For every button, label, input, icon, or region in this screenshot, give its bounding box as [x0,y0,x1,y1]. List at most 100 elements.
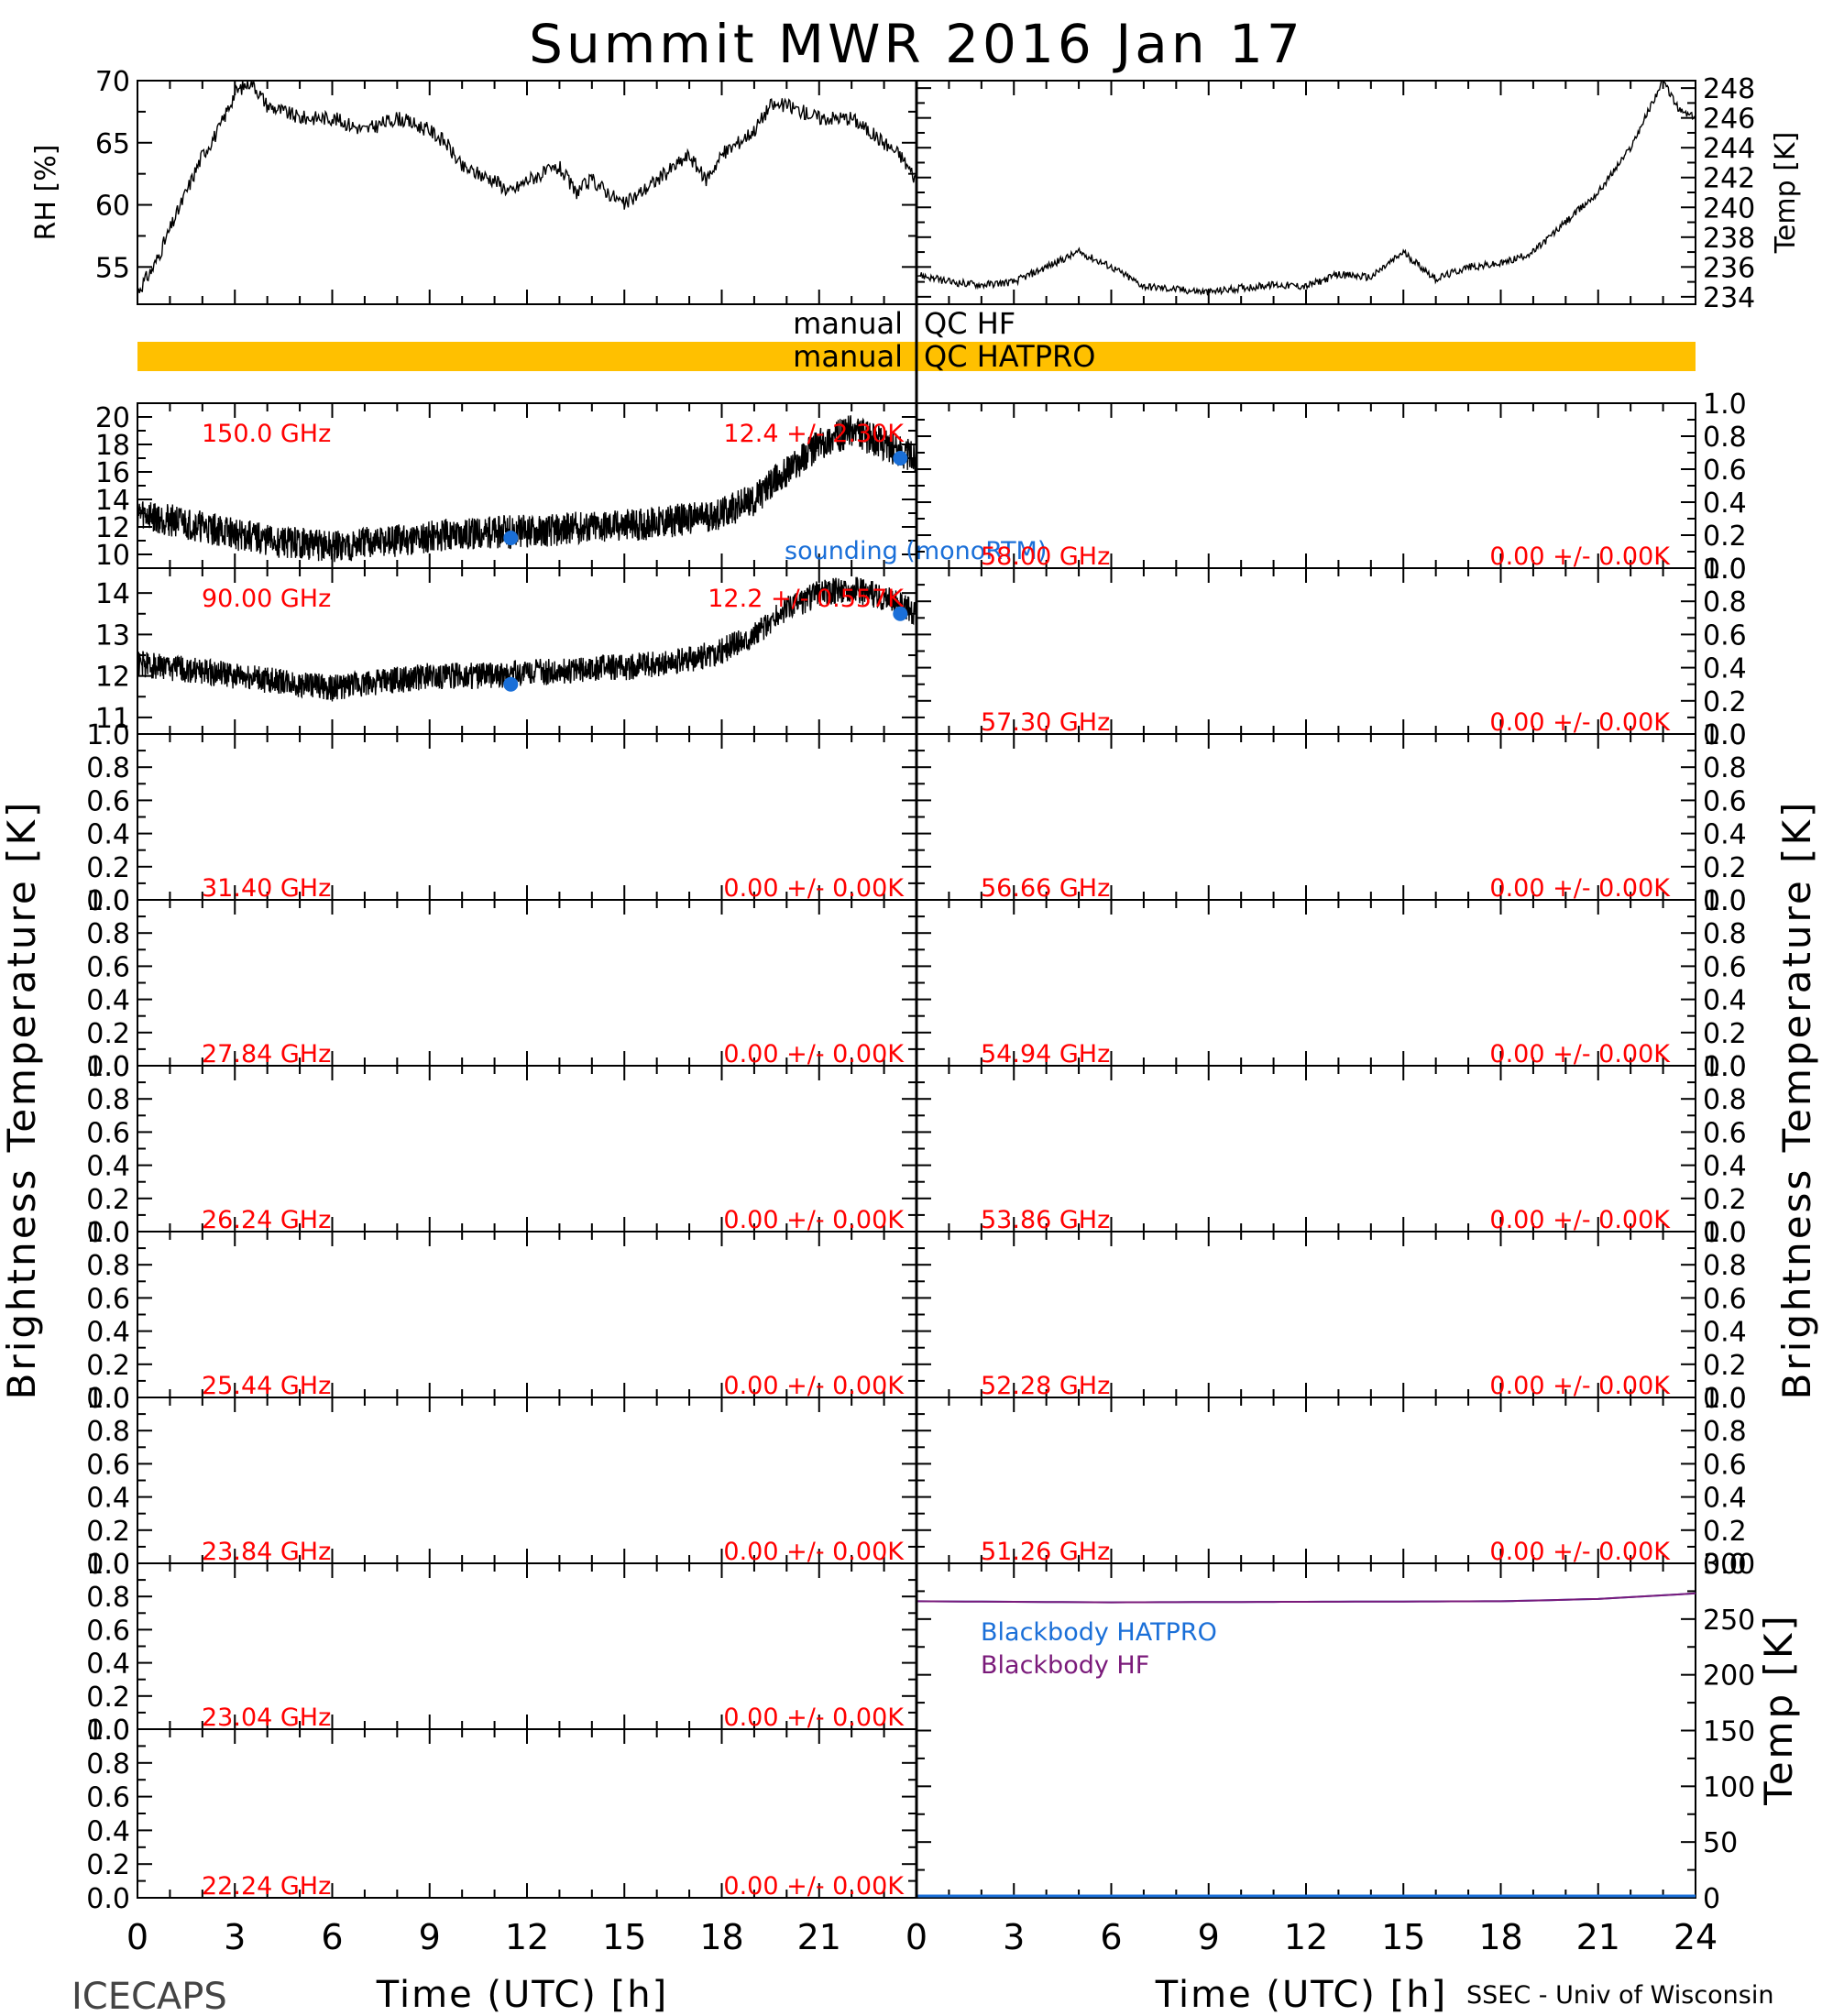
series-line-trace [137,415,917,563]
channel-stat-label: 0.00 +/- 0.00K [723,1372,905,1400]
y-tick-label: 0.0 [1703,1217,1747,1249]
y-tick-label: 1.0 [1703,1383,1747,1415]
y-tick-label: 14 [95,485,130,517]
panel-ch-57.30: 1.00.80.60.40.20.057.30 GHz 0.00 +/- 0.00… [916,553,1747,751]
y-tick-label: 0.2 [86,1350,130,1382]
series-line-trace [916,80,1696,296]
channel-stat-label: 0.00 +/- 0.00K [723,1704,905,1732]
y-tick-label: 248 [1703,73,1755,105]
x-axis-label-left: Time (UTC) [h] [376,1974,668,2016]
channel-stat-label: 0.00 +/- 0.00K [1489,708,1671,737]
x-tick-label: 18 [1478,1917,1522,1957]
y-tick-label: 0.2 [1703,1018,1747,1050]
x-tick-label: 24 [1674,1917,1718,1957]
y-tick-label: 0.6 [1703,619,1747,652]
panel-ch-54.94: 1.00.80.60.40.20.054.94 GHz 0.00 +/- 0.00… [916,885,1747,1083]
y-tick-label: 0.4 [1703,819,1747,851]
y-tick-label: 1.0 [86,1715,130,1747]
y-tick-label: 0.6 [1703,785,1747,817]
channel-frequency-label: 54.94 GHz [981,1040,1110,1068]
y-tick-label: 0.0 [1703,1383,1747,1415]
y-tick-label: 150 [1703,1716,1755,1748]
panel-ch-22.24: 1.00.80.60.40.20.0 22.24 GHz 0.00 +/- 0.00… [86,1715,917,1915]
panel-ch-90: 14 13 12 11 90.00 GHz 12.2 +/- 0.557K [95,567,917,735]
panel-ch-23.04: 1.0 0.80.60.40.2 0.0 23.04 GHz 0.00 +/- 0.00… [86,1549,917,1747]
channel-stat-label: 0.00 +/- 0.00K [1489,542,1671,571]
y-tick-label: 12 [95,662,130,694]
y-tick-label: 0.0 [86,885,130,917]
y-tick-label: 0.4 [86,1815,130,1847]
panel-ch-31.40: 1.00.80.60.40.20.0 31.40 GHz 0.00 +/- 0.00… [86,719,917,917]
y-tick-label: 11 [95,703,130,735]
y-tick-label: 0.0 [86,1051,130,1083]
y-tick-label: 0.4 [86,1649,130,1681]
y-tick-label: 0.6 [86,1782,130,1814]
channel-frequency-label: 57.30 GHz [981,708,1110,737]
qc-label-left: manual [793,339,903,374]
panel-ch-53.86: 1.00.80.60.40.20.053.86 GHz 0.00 +/- 0.00… [916,1051,1747,1249]
x-tick-label: 3 [1003,1917,1025,1957]
y-tick-label: 0.0 [86,1883,130,1915]
y-tick-label: 234 [1703,282,1755,314]
x-tick-labels: 0 3 6 9 12 15 18 21 0 3 6 9 12 15 18 21 24 [126,1917,1718,1957]
y-tick-label: 100 [1703,1771,1755,1803]
series-line-trace [137,80,917,294]
y-tick-label: 12 [95,512,130,544]
y-tick-label: 240 [1703,192,1755,225]
y-tick-label: 0.8 [1703,422,1747,454]
y-tick-label: 0.6 [86,951,130,983]
y-tick-label: 0.8 [86,1084,130,1116]
channel-frequency-label: 51.26 GHz [981,1538,1110,1566]
y-tick-label: 300 [1703,1549,1755,1581]
footer-ssec: SSEC - Univ of Wisconsin [1466,1981,1773,2010]
y-tick-label: 0.2 [86,1018,130,1050]
y-tick-label: 60 [95,191,130,223]
qc-label-right: QC HATPRO [924,339,1095,374]
y-tick-label: 55 [95,252,130,284]
y-tick-label: 1.0 [86,719,130,751]
y-tick-label: 0.6 [1703,951,1747,983]
y-tick-label: 0.0 [1703,1051,1747,1083]
right-y-axis-label: Brightness Temperature [K] [1774,800,1819,1400]
y-tick-label: 0.4 [1703,653,1747,685]
y-tick-label: 0.0 [1703,553,1747,586]
y-tick-label: 0.8 [86,1582,130,1614]
y-tick-label: 0.2 [86,1682,130,1714]
y-tick-label: 246 [1703,104,1755,136]
y-tick-label: 18 [95,430,130,462]
channel-frequency-label: 90.00 GHz [202,585,331,613]
y-tick-label: 0.0 [86,1549,130,1581]
x-tick-label: 15 [602,1917,646,1957]
y-tick-label: 1.0 [1703,719,1747,751]
qc-label-left: manual [793,306,903,341]
y-tick-label: 0.8 [86,1748,130,1780]
y-tick-label: 0.4 [1703,1151,1747,1183]
y-tick-label: 0.2 [1703,1184,1747,1216]
x-tick-label: 12 [1284,1917,1328,1957]
y-tick-label: 1.0 [1703,1217,1747,1249]
y-tick-label: 70 [95,66,130,98]
y-tick-label: 200 [1703,1660,1755,1693]
y-tick-label: 0.8 [1703,1084,1747,1116]
x-tick-label: 0 [126,1917,148,1957]
y-tick-label: 0.6 [1703,455,1747,487]
y-tick-label: 0.2 [1703,520,1747,553]
y-tick-label: 1.0 [1703,553,1747,586]
y-tick-label: 0.0 [86,1217,130,1249]
y-tick-label: 0.6 [86,1615,130,1647]
y-tick-label: 0.4 [1703,1483,1747,1515]
x-tick-label: 18 [699,1917,743,1957]
panel-frame [916,1562,1696,1899]
y-tick-label: 0.8 [1703,1416,1747,1448]
y-tick-label: 0.4 [86,1317,130,1349]
y-tick-label: 1.0 [86,1383,130,1415]
y-tick-label: 0.4 [86,985,130,1017]
y-tick-label: 0.4 [1703,1317,1747,1349]
y-tick-label: 0.2 [1703,686,1747,718]
channel-frequency-label: 25.44 GHz [202,1372,331,1400]
channel-frequency-label: 23.04 GHz [202,1704,331,1732]
x-tick-label: 12 [505,1917,549,1957]
sounding-point [503,676,519,692]
